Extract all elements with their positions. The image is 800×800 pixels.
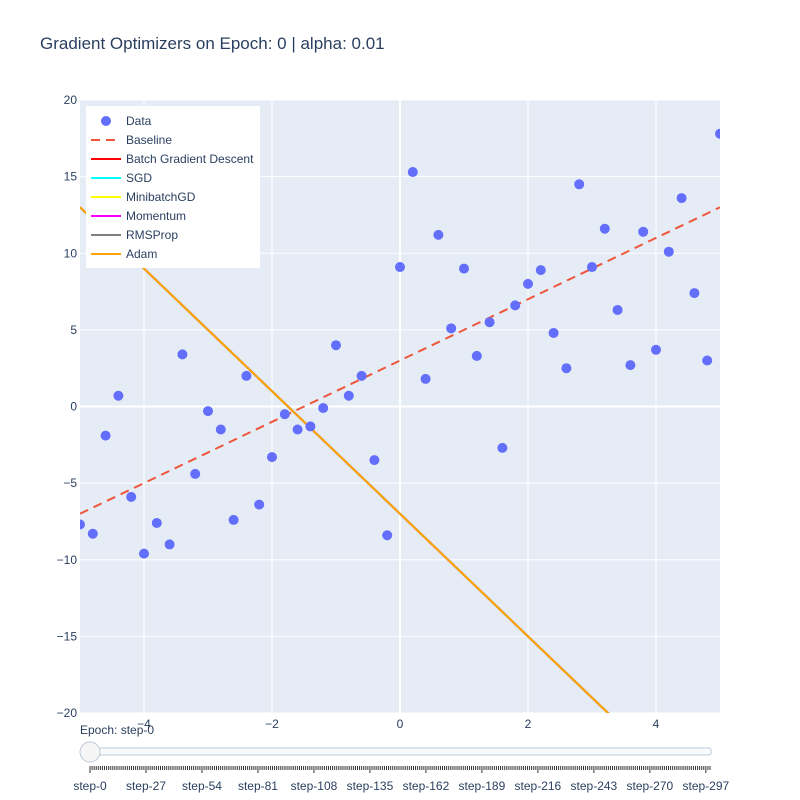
data-point xyxy=(228,514,239,525)
legend-label-batch-gradient-descent[interactable]: Batch Gradient Descent xyxy=(126,152,254,166)
data-point xyxy=(625,360,636,371)
y-tick-label: 15 xyxy=(64,170,78,184)
data-point xyxy=(215,424,226,435)
data-point xyxy=(459,263,469,274)
x-tick-label: −2 xyxy=(265,717,279,731)
data-point xyxy=(292,424,303,435)
data-point xyxy=(100,430,111,441)
slider-step-label[interactable]: step-0 xyxy=(73,779,107,793)
data-point xyxy=(126,491,137,502)
series-group xyxy=(80,128,720,713)
data-point xyxy=(715,128,720,139)
data-point xyxy=(676,193,687,204)
data-point xyxy=(177,349,188,360)
data-point xyxy=(510,300,521,311)
y-tick-label: −5 xyxy=(63,476,77,490)
slider-step-label[interactable]: step-162 xyxy=(403,779,450,793)
data-point xyxy=(612,304,623,315)
x-tick-label: −4 xyxy=(137,717,151,731)
data-point xyxy=(382,530,393,541)
chart-title: Gradient Optimizers on Epoch: 0 | alpha:… xyxy=(40,34,385,53)
data-point xyxy=(343,390,354,401)
legend-label-data[interactable]: Data xyxy=(126,114,152,128)
data-point xyxy=(356,370,367,381)
data-point xyxy=(497,442,508,453)
slider-step-label[interactable]: step-27 xyxy=(126,779,166,793)
data-point xyxy=(113,390,124,401)
slider-step-label[interactable]: step-189 xyxy=(459,779,506,793)
data-point xyxy=(395,262,405,273)
data-point xyxy=(139,548,149,559)
legend-label-rmsprop[interactable]: RMSProp xyxy=(126,228,178,242)
data-point xyxy=(267,452,277,463)
y-tick-label: −20 xyxy=(57,706,78,720)
data-point xyxy=(638,226,649,237)
legend-label-baseline[interactable]: Baseline xyxy=(126,133,172,147)
data-point xyxy=(689,288,700,299)
legend-label-adam[interactable]: Adam xyxy=(126,247,157,261)
data-point xyxy=(203,406,213,417)
slider-step-label[interactable]: step-216 xyxy=(515,779,562,793)
legend-label-minibatchgd[interactable]: MinibatchGD xyxy=(126,190,196,204)
y-tick-label: −10 xyxy=(57,553,78,567)
data-point xyxy=(446,323,457,334)
slider-step-label[interactable]: step-135 xyxy=(347,779,394,793)
data-point xyxy=(331,340,341,351)
y-tick-label: 10 xyxy=(64,246,78,260)
data-point xyxy=(484,317,495,328)
slider-handle[interactable] xyxy=(79,741,101,763)
data-point xyxy=(433,229,444,240)
legend-marker-data xyxy=(101,116,111,126)
slider-step-label[interactable]: step-270 xyxy=(627,779,674,793)
y-tick-label: 0 xyxy=(70,400,77,414)
y-tick-label: 5 xyxy=(70,323,77,337)
data-point xyxy=(561,363,572,374)
y-tick-label: −15 xyxy=(57,629,78,643)
data-point xyxy=(305,421,316,432)
data-point xyxy=(279,409,290,420)
data-point xyxy=(651,344,661,355)
data-point xyxy=(548,327,559,338)
legend-label-momentum[interactable]: Momentum xyxy=(126,209,186,223)
x-tick-label: 4 xyxy=(653,717,660,731)
data-point xyxy=(151,517,162,528)
x-tick-label: 2 xyxy=(525,717,532,731)
data-point xyxy=(471,350,482,361)
data-point xyxy=(420,373,431,384)
legend-label-sgd[interactable]: SGD xyxy=(126,171,152,185)
data-point xyxy=(164,539,175,550)
slider-step-label[interactable]: step-54 xyxy=(182,779,222,793)
x-tick-label: 0 xyxy=(397,717,404,731)
data-point xyxy=(369,455,380,466)
slider-step-label[interactable]: step-243 xyxy=(571,779,618,793)
data-point xyxy=(702,355,713,366)
slider-rail[interactable] xyxy=(84,747,712,756)
data-point xyxy=(535,265,546,276)
data-point xyxy=(318,403,329,414)
series-baseline xyxy=(80,206,720,515)
data-point xyxy=(241,370,252,381)
data-point xyxy=(190,468,201,479)
slider-step-label[interactable]: step-108 xyxy=(291,779,338,793)
slider-current-label: Epoch: step-0 xyxy=(80,723,154,737)
y-tick-label: 20 xyxy=(64,93,78,107)
data-point xyxy=(87,528,98,539)
data-point xyxy=(599,223,610,234)
slider-step-label[interactable]: step-297 xyxy=(683,779,730,793)
data-point xyxy=(254,499,265,510)
data-point xyxy=(663,246,674,257)
data-point xyxy=(587,262,597,273)
data-point xyxy=(80,519,85,530)
data-point xyxy=(407,167,418,178)
slider-step-label[interactable]: step-81 xyxy=(238,779,278,793)
series-adam xyxy=(80,206,610,713)
data-point xyxy=(574,179,585,190)
legend-box xyxy=(86,106,260,268)
data-point xyxy=(523,278,533,289)
